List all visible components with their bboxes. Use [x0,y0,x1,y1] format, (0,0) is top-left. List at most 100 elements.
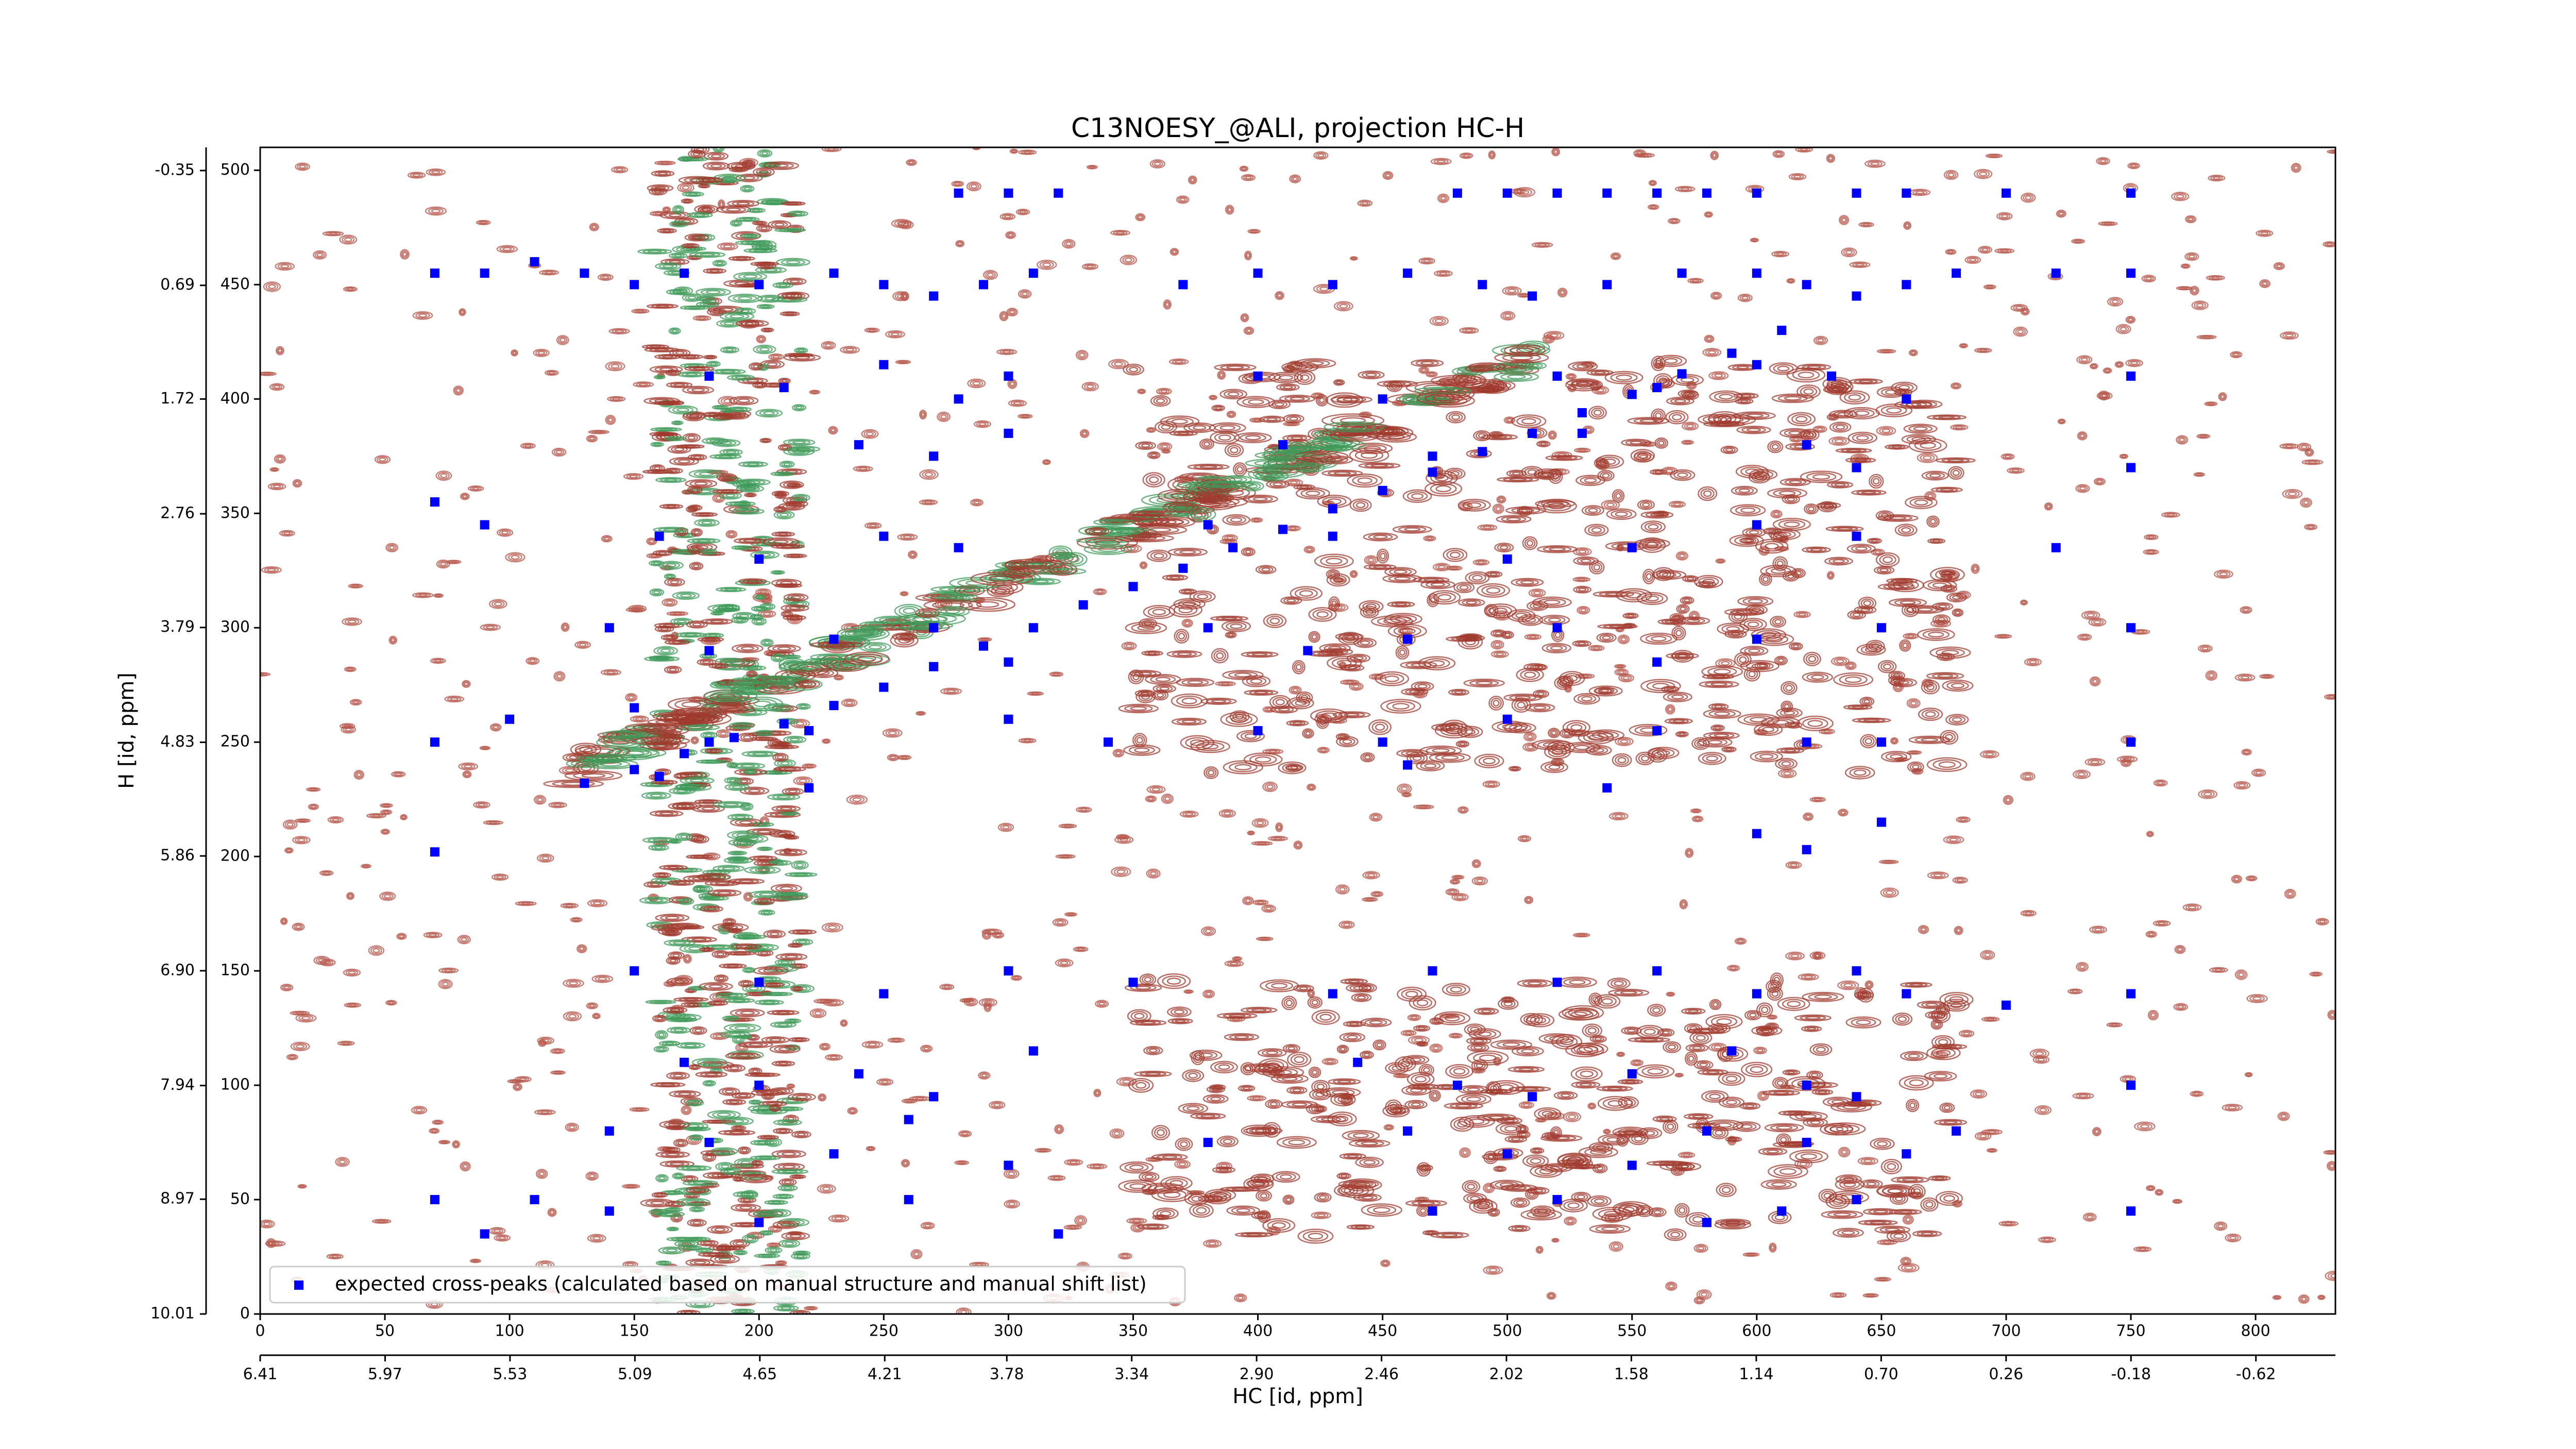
contour [974,420,991,428]
contour [1076,1216,1086,1225]
contour [1093,588,1107,596]
contour [972,499,982,506]
contour [2091,926,2105,933]
contour [718,730,729,737]
contour [1241,314,1248,322]
contour [494,601,502,606]
contour [1073,946,1089,952]
contour [1490,640,1504,650]
contour [1979,349,1987,352]
contour [1316,1213,1326,1218]
contour [389,636,396,644]
contour [1146,785,1166,794]
contour [2303,500,2309,506]
contour [2260,280,2269,287]
contour [281,918,287,924]
contour [1112,749,1124,757]
contour [2015,306,2023,310]
contour [1077,1218,1084,1223]
contour [1321,1057,1338,1066]
contour [1704,334,1715,343]
contour [1908,699,1919,707]
contour [2117,325,2129,333]
contour [1567,1219,1573,1223]
contour [1999,635,2007,638]
contour [1369,813,1383,822]
contour [1613,254,1619,258]
contour [1798,973,1819,981]
contour [1343,922,1351,927]
contour [1023,150,1032,154]
contour [385,1000,397,1006]
contour [1188,175,1197,184]
contour [1568,1114,1577,1120]
contour [1066,1159,1081,1165]
contour [1804,975,1814,979]
contour [535,349,548,356]
contour [382,810,391,815]
contour [1205,929,1212,934]
contour [1461,1149,1469,1157]
contour [2238,972,2244,978]
contour [1429,1043,1443,1053]
contour [1308,784,1315,790]
contour [2293,165,2299,171]
contour [1520,294,1527,297]
contour [1487,782,1496,786]
contour [1841,1149,1848,1155]
contour [2299,444,2310,450]
contour [887,754,900,762]
contour [823,342,834,349]
contour [539,269,560,276]
contour [2236,971,2246,979]
contour [1372,891,1382,897]
contour [1507,289,1516,293]
contour [1261,937,1269,940]
contour [1303,546,1315,554]
contour [555,450,563,454]
contour [577,944,587,953]
contour [876,1078,894,1086]
contour [1903,1259,1909,1263]
contour [1667,1283,1676,1290]
contour [1075,947,1087,952]
contour [1349,570,1358,578]
contour [1565,373,1577,380]
contour [995,933,1001,937]
contour [633,381,654,388]
contour [1095,589,1105,595]
contour [379,891,396,901]
contour [827,925,837,930]
contour [1365,872,1378,879]
contour [396,933,407,940]
contour [2057,418,2066,425]
contour [418,594,428,597]
contour [460,493,470,500]
contour [2143,275,2154,282]
contour [267,482,286,491]
contour [1525,897,1532,903]
contour [1326,1059,1334,1064]
contour [608,362,623,370]
contour [912,1250,921,1258]
contour [464,764,473,769]
contour [384,894,392,899]
contour [2128,360,2141,366]
contour [2125,359,2143,367]
contour [2166,513,2175,517]
contour [1292,688,1298,693]
contour [1116,869,1126,874]
contour [626,1262,634,1267]
contour [553,449,565,456]
contour [2301,445,2308,449]
contour [956,1307,972,1314]
contour [2146,831,2154,837]
contour [1094,1089,1100,1097]
contour [1671,219,1677,223]
contour [829,427,837,434]
contour [1616,669,1627,675]
contour [1882,350,1891,353]
contour [1946,249,1955,255]
contour [2017,329,2024,334]
contour [1874,550,1882,554]
